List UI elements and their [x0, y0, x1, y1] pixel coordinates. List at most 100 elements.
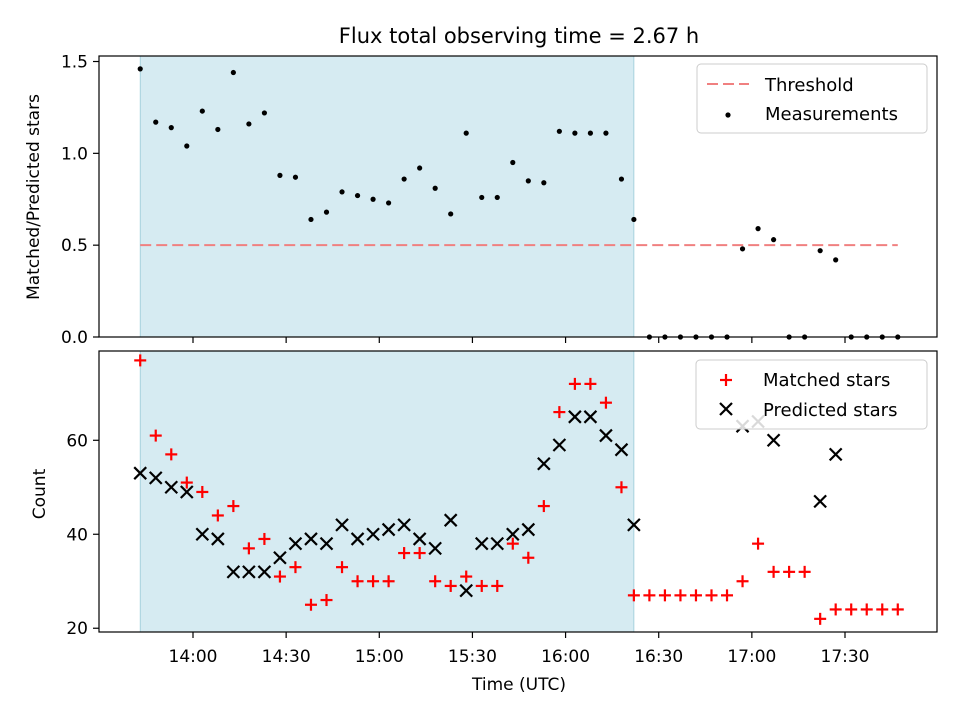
measurement-point [432, 185, 438, 191]
matched-stars-point [599, 396, 612, 409]
bottom-axes-frame [98, 350, 938, 633]
measurement-point [339, 189, 345, 195]
top-legend: Threshold Measurements [696, 63, 928, 134]
predicted-stars-point [226, 565, 241, 579]
matched-stars-point [382, 575, 395, 588]
predicted-stars-point [828, 447, 843, 462]
predicted-stars-point [273, 550, 287, 565]
predicted-stars-point [304, 532, 318, 546]
x-tick-label: 17:00 [727, 647, 776, 667]
matched-stars-legend-swatch [720, 374, 732, 386]
predicted-stars-point [568, 410, 582, 424]
bottom-legend-box [695, 359, 928, 430]
measurement-point [833, 257, 839, 263]
matched-stars-point [367, 575, 380, 588]
predicted-stars-point [397, 518, 411, 532]
matched-stars-point [444, 579, 457, 592]
x-tick-label: 14:30 [262, 647, 311, 667]
predicted-stars-point [521, 522, 536, 537]
bottom-shaded-region [139, 350, 635, 633]
legend-label-threshold: Threshold [764, 75, 854, 96]
matched-stars-point [304, 598, 317, 611]
predicted-stars-point [133, 466, 147, 480]
measurement-point [354, 192, 361, 199]
predicted-stars-point [506, 527, 520, 542]
measurement-point [386, 200, 392, 206]
predicted-stars-point [428, 541, 442, 556]
measurement-point [292, 174, 299, 180]
predicted-stars-point [350, 532, 365, 546]
bottom-y-tick-label: 40 [66, 525, 88, 545]
measurement-point [230, 69, 236, 76]
matched-stars-point [289, 561, 302, 574]
measurement-point [246, 121, 252, 127]
measurement-point [463, 130, 469, 136]
matched-stars-point [134, 354, 147, 367]
matched-stars-point [180, 476, 193, 489]
matched-stars-point [258, 532, 271, 545]
x-tick-label: 15:00 [355, 647, 404, 667]
measurement-point [401, 176, 407, 182]
matched-stars-point [798, 565, 811, 578]
predicted-stars-point [164, 480, 179, 495]
predicted-stars-point [537, 456, 551, 471]
matched-stars-point [413, 547, 426, 560]
matched-stars-point [506, 537, 519, 550]
matched-stars-point [876, 603, 889, 616]
measurement-point [448, 211, 454, 217]
measurement-point [137, 66, 143, 72]
predicted-stars-point [366, 527, 380, 542]
predicted-stars-point [490, 536, 505, 551]
measurement-point [631, 216, 637, 223]
bottom-legend: Matched stars Predicted stars [695, 359, 928, 430]
predicted-stars-point [195, 527, 210, 542]
predicted-stars-point [813, 494, 827, 509]
bottom-panel: 20 40 60 14:00 14:30 15:00 15:30 16:00 16:30 17:… [30, 350, 938, 695]
measurement-point [525, 178, 531, 184]
top-y-tick-label: 1.0 [61, 144, 88, 164]
x-axis-label: Time (UTC) [471, 675, 566, 695]
matched-stars-point [705, 589, 718, 602]
measurement-point [556, 128, 562, 134]
x-tick-label: 14:00 [169, 647, 218, 667]
matched-stars-point [814, 612, 827, 625]
matched-stars-point [689, 589, 702, 602]
matched-stars-point [891, 603, 904, 616]
measurement-point [417, 165, 423, 171]
measurement-point [817, 248, 823, 254]
matched-stars-point [553, 406, 566, 419]
predicted-stars-point [319, 536, 334, 551]
measurement-point [277, 172, 283, 178]
measurement-point [510, 159, 516, 166]
measurement-point [168, 125, 174, 131]
matched-stars-point [196, 485, 209, 498]
matched-stars-point [242, 542, 255, 555]
predicted-stars-point [412, 532, 427, 546]
top-y-tick-label: 0.0 [61, 328, 88, 348]
measurements-legend-swatch [725, 112, 731, 118]
predicted-stars-point [211, 532, 225, 546]
matched-stars-point [273, 570, 286, 583]
matched-stars-point [845, 603, 858, 616]
matched-stars-point [752, 537, 765, 550]
legend-label-measurements: Measurements [765, 104, 898, 125]
matched-stars-point [568, 377, 581, 390]
matched-stars-point [860, 603, 873, 616]
bottom-y-tick-label: 60 [66, 431, 88, 451]
matched-stars-point [643, 589, 656, 602]
measurement-point [541, 180, 547, 186]
x-tick-label: 16:00 [541, 647, 590, 667]
measurement-point [308, 216, 314, 223]
measurement-point [479, 194, 485, 201]
top-legend-box [696, 63, 928, 134]
matched-stars-point [783, 565, 796, 578]
measurement-point [323, 209, 330, 215]
matched-stars-point [165, 448, 178, 461]
matched-stars-point [522, 551, 535, 564]
top-y-tick-label: 0.5 [61, 236, 88, 256]
x-tick-label: 16:30 [634, 647, 683, 667]
predicted-stars-point [335, 518, 349, 532]
matched-stars-point [336, 561, 349, 574]
predicted-stars-point [459, 583, 473, 598]
